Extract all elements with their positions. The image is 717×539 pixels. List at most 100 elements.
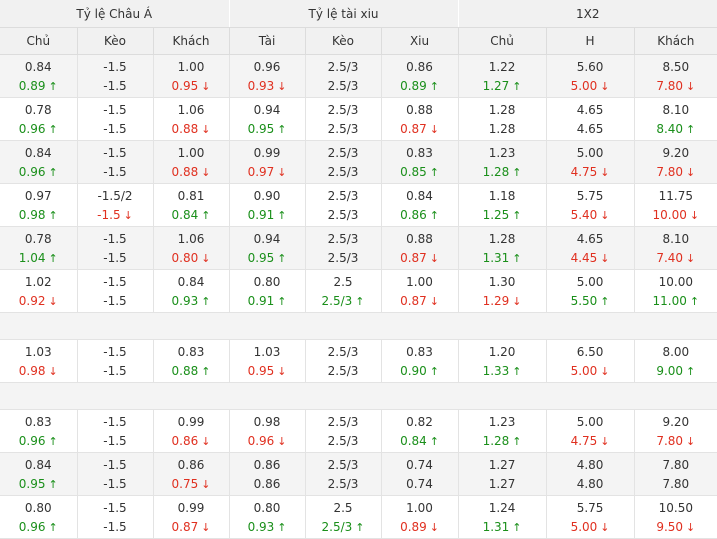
odds-row-opening: 0.80 -1.5 0.99 0.80 2.5 1.00 1.24 5.75 10.50 (0, 495, 717, 517)
odds-value: 1.31 (482, 251, 510, 265)
odds-cell-opening: 4.65 (546, 226, 635, 248)
arrow-down-icon: ↓ (48, 365, 58, 378)
odds-cell-opening: 1.00 (381, 269, 459, 291)
col-header-away: Khách (153, 27, 230, 55)
arrow-up-icon: ↑ (512, 521, 522, 534)
odds-row-opening: 1.02 -1.5 0.84 0.80 2.5 1.00 1.30 5.00 10.00 (0, 269, 717, 291)
arrow-up-icon: ↑ (512, 209, 522, 222)
odds-cell-opening: 0.83 (381, 140, 459, 162)
col-header-under: Xiu (381, 27, 459, 55)
odds-value: 2.5/3 (327, 79, 359, 93)
odds-cell-live: 0.89 ↓ (381, 517, 459, 539)
odds-cell-live: 2.5/3 (305, 474, 382, 496)
odds-cell-opening: 0.86 (381, 54, 459, 76)
odds-cell-opening: 0.83 (153, 339, 230, 361)
odds-cell-live: 0.96 ↑ (0, 162, 78, 184)
col-header-1x2-home: Chủ (458, 27, 547, 55)
odds-cell-live: 2.5/3 (305, 76, 382, 98)
arrow-down-icon: ↓ (686, 435, 696, 448)
odds-cell-opening: 1.00 (153, 140, 230, 162)
spacer-row (0, 312, 717, 340)
odds-cell-opening: 0.84 (381, 183, 459, 205)
odds-cell-opening: 0.82 (381, 409, 459, 431)
odds-cell-opening: 2.5/3 (305, 409, 382, 431)
odds-value: 4.45 (570, 251, 598, 265)
arrow-down-icon: ↓ (429, 295, 439, 308)
odds-value: 0.96 (18, 520, 46, 534)
arrow-down-icon: ↓ (277, 80, 287, 93)
odds-value: 0.95 (247, 251, 275, 265)
arrow-up-icon: ↑ (277, 123, 287, 136)
odds-cell-live: 0.80 ↓ (153, 248, 230, 270)
odds-value: 0.89 (18, 79, 46, 93)
arrow-up-icon: ↑ (48, 521, 58, 534)
odds-row-opening: 0.84 -1.5 1.00 0.96 2.5/3 0.86 1.22 5.60 8.50 (0, 54, 717, 76)
odds-value: 0.75 (171, 477, 199, 491)
odds-cell-opening: 1.24 (458, 495, 547, 517)
odds-cell-live: 2.5/3 ↑ (305, 291, 382, 313)
arrow-up-icon: ↑ (429, 435, 439, 448)
odds-cell-opening: 2.5 (305, 269, 382, 291)
odds-row-live: 0.95 ↑ -1.5 0.75 ↓ 0.86 2.5/3 0.74 1.27 4.80 7.80 (0, 474, 717, 496)
odds-cell-live: 4.75 ↓ (546, 431, 635, 453)
arrow-down-icon: ↓ (277, 365, 287, 378)
odds-value: 2.5/3 (327, 122, 359, 136)
arrow-down-icon: ↓ (201, 478, 211, 491)
odds-value: 2.5/3 (327, 434, 359, 448)
odds-value: 0.88 (171, 165, 199, 179)
odds-value: 0.97 (247, 165, 275, 179)
odds-value: 0.86 (171, 434, 199, 448)
odds-cell-opening: 1.28 (458, 226, 547, 248)
odds-cell-live: 0.91 ↑ (229, 291, 306, 313)
odds-row-live: 1.04 ↑ -1.5 0.80 ↓ 0.95 ↑ 2.5/3 0.87 ↓ 1.31 ↑ 4.45 ↓ 7… (0, 248, 717, 270)
odds-value: 5.50 (570, 294, 598, 308)
odds-cell-opening: -1.5 (77, 269, 154, 291)
odds-cell-live: 0.95 ↓ (153, 76, 230, 98)
odds-cell-live: 7.80 ↓ (634, 76, 717, 98)
odds-cell-opening: -1.5/2 (77, 183, 154, 205)
odds-value: 4.75 (570, 434, 598, 448)
group-header-1x2: 1X2 (458, 0, 717, 28)
odds-cell-opening: 2.5/3 (305, 140, 382, 162)
odds-cell-live: -1.5 (77, 248, 154, 270)
arrow-up-icon: ↑ (355, 521, 365, 534)
odds-cell-opening: 0.84 (153, 269, 230, 291)
arrow-up-icon: ↑ (48, 435, 58, 448)
odds-cell-live: -1.5 (77, 291, 154, 313)
odds-cell-live: 1.28 ↑ (458, 431, 547, 453)
odds-value: -1.5 (103, 79, 127, 93)
odds-cell-live: 4.65 (546, 119, 635, 141)
arrow-down-icon: ↓ (686, 521, 696, 534)
odds-value: 7.80 (656, 79, 684, 93)
odds-cell-opening: 5.60 (546, 54, 635, 76)
odds-row-live: 0.98 ↓ -1.5 0.88 ↑ 0.95 ↓ 2.5/3 0.90 ↑ 1.33 ↑ 5.00 ↓ 9… (0, 361, 717, 383)
col-header-over: Tài (229, 27, 306, 55)
odds-row-live: 0.96 ↑ -1.5 0.87 ↓ 0.93 ↑ 2.5/3 ↑ 0.89 ↓ 1.31 ↑ 5.00 ↓… (0, 517, 717, 539)
odds-cell-live: 0.87 ↓ (153, 517, 230, 539)
odds-cell-live: -1.5 (77, 119, 154, 141)
col-header-home: Chủ (0, 27, 78, 55)
arrow-down-icon: ↓ (600, 80, 610, 93)
odds-value: 1.27 (482, 79, 510, 93)
odds-cell-live: 1.25 ↑ (458, 205, 547, 227)
odds-cell-opening: -1.5 (77, 97, 154, 119)
odds-cell-live: 0.85 ↑ (381, 162, 459, 184)
odds-cell-opening: 2.5/3 (305, 54, 382, 76)
odds-row-opening: 0.78 -1.5 1.06 0.94 2.5/3 0.88 1.28 4.65 8.10 (0, 226, 717, 248)
odds-cell-live: 7.40 ↓ (634, 248, 717, 270)
odds-cell-live: 5.00 ↓ (546, 361, 635, 383)
odds-row-live: 0.98 ↑ -1.5 ↓ 0.84 ↑ 0.91 ↑ 2.5/3 0.86 ↑ 1.25 ↑ 5.40 ↓… (0, 205, 717, 227)
odds-cell-live: -1.5 (77, 474, 154, 496)
odds-value: 2.5/3 (327, 477, 359, 491)
odds-cell-opening: 1.03 (0, 339, 78, 361)
odds-value: 0.87 (400, 294, 427, 308)
odds-cell-opening: 6.50 (546, 339, 635, 361)
arrow-up-icon: ↑ (429, 80, 439, 93)
odds-cell-live: 2.5/3 ↑ (305, 517, 382, 539)
odds-cell-live: 4.45 ↓ (546, 248, 635, 270)
odds-value: 7.80 (656, 434, 684, 448)
odds-value: 0.86 (253, 477, 281, 491)
odds-cell-opening: 1.02 (0, 269, 78, 291)
odds-cell-live: 1.31 ↑ (458, 517, 547, 539)
odds-cell-live: 0.74 (381, 474, 459, 496)
